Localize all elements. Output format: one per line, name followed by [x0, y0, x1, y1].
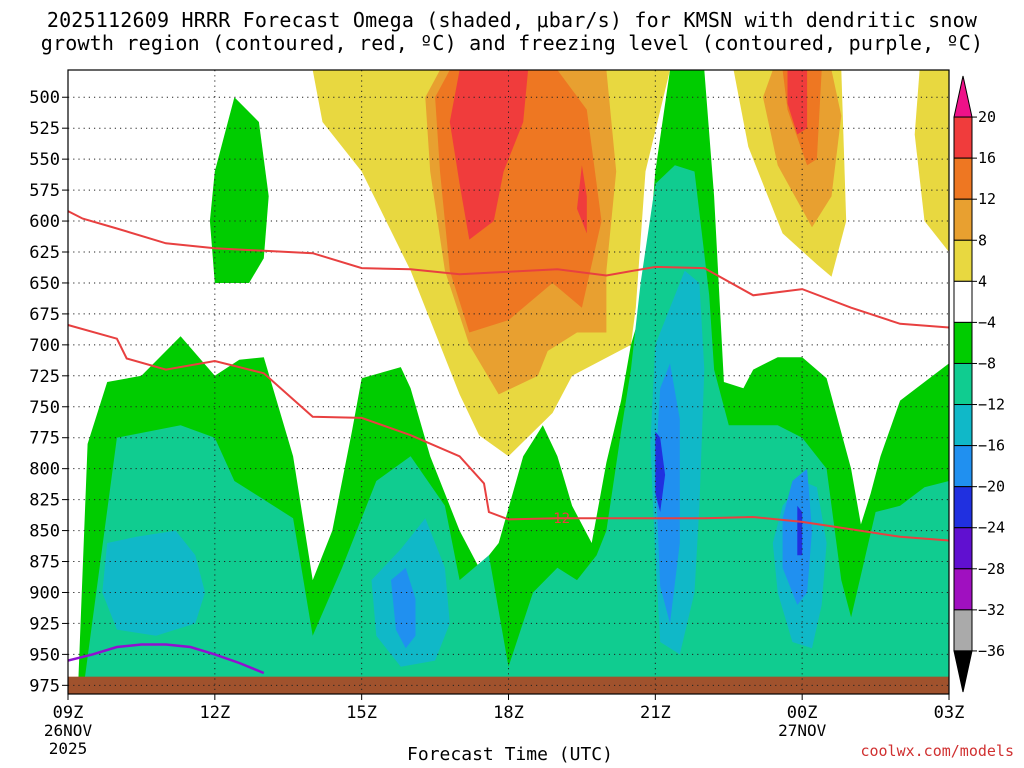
- navy-right-column: [655, 431, 666, 512]
- colorbar-swatch: [953, 609, 973, 652]
- colorbar-swatch: [953, 445, 973, 488]
- red-right-spot: [577, 165, 587, 234]
- blue-right-column: [655, 363, 680, 624]
- y-tick-label: 600: [29, 212, 60, 232]
- x-tick-label: 00Z: [787, 703, 818, 723]
- y-tick-label: 675: [29, 305, 60, 325]
- y-tick-label: 950: [29, 645, 60, 665]
- freezing-level-contour: [67, 643, 265, 675]
- dendritic-contour-1: [67, 210, 950, 329]
- colorbar-swatch: [953, 198, 973, 241]
- y-tick-label: 750: [29, 398, 60, 418]
- y-tick-label: 925: [29, 614, 60, 634]
- colorbar-label: −24: [978, 519, 1005, 537]
- y-tick-label: 525: [29, 119, 60, 139]
- colorbar-swatch: [953, 404, 973, 447]
- y-axis: 500 525 550 575 600 625 650 675 700 725 750 775 800 8…: [29, 88, 68, 696]
- x-tick-label: 21Z: [640, 703, 671, 723]
- dendritic-contour-2: [67, 324, 950, 542]
- x-tick-label: 09Z: [53, 703, 84, 723]
- colorbar-label: 12: [978, 190, 996, 208]
- omega-shading: [77, 70, 950, 695]
- colorbar-swatch: [953, 362, 973, 406]
- y-tick-label: 700: [29, 336, 60, 356]
- green-upper-left: [209, 97, 269, 283]
- y-tick-label: 550: [29, 150, 60, 170]
- colorbar-label: 20: [978, 108, 996, 126]
- y-tick-label: 900: [29, 583, 60, 603]
- colorbar-label: −28: [978, 560, 1005, 578]
- teal-lower-main: [82, 165, 949, 695]
- x-tick-date: 27NOV: [778, 721, 827, 740]
- colorbar-bottom-triangle: [953, 650, 973, 693]
- x-tick-date: 26NOV: [44, 721, 93, 740]
- colorbar: 20 16 12 8 4 −4 −8 −12 −16 −20 −24 −28 −32 −36: [953, 75, 1005, 693]
- yellow-right-edge: [914, 70, 949, 252]
- y-tick-label: 725: [29, 367, 60, 387]
- y-tick-label: 875: [29, 553, 60, 573]
- colorbar-swatch: [953, 486, 973, 529]
- x-tick-label: 12Z: [199, 703, 230, 723]
- x-axis-label: Forecast Time (UTC): [407, 744, 613, 765]
- y-tick-label: 975: [29, 676, 60, 696]
- colorbar-swatch: [953, 239, 973, 282]
- chart-title-line2: growth region (contoured, red, ºC) and f…: [40, 31, 984, 55]
- colorbar-swatch: [953, 568, 973, 611]
- colorbar-swatch: [953, 116, 973, 159]
- y-tick-label: 575: [29, 181, 60, 201]
- x-tick-year: 2025: [49, 739, 88, 758]
- colorbar-label: 16: [978, 149, 996, 167]
- credit-text[interactable]: coolwx.com/models: [860, 742, 1014, 760]
- y-tick-label: 825: [29, 491, 60, 511]
- colorbar-label: −20: [978, 478, 1005, 496]
- colorbar-label: −36: [978, 642, 1005, 660]
- cyan-lower-left: [102, 530, 205, 636]
- colorbar-label: 4: [978, 272, 987, 290]
- x-tick-label: 15Z: [346, 703, 377, 723]
- colorbar-swatch: [953, 157, 973, 200]
- y-tick-label: 625: [29, 243, 60, 263]
- colorbar-label: −4: [978, 313, 996, 331]
- colorbar-label: −8: [978, 354, 996, 372]
- y-tick-label: 775: [29, 429, 60, 449]
- y-tick-label: 650: [29, 274, 60, 294]
- colorbar-label: 8: [978, 231, 987, 249]
- navy-lower-right: [797, 505, 803, 556]
- contour-label: -12: [545, 511, 570, 527]
- y-tick-label: 800: [29, 460, 60, 480]
- colorbar-swatch: [953, 321, 973, 364]
- y-tick-label: 850: [29, 522, 60, 542]
- x-tick-label: 18Z: [493, 703, 524, 723]
- colorbar-swatch: [953, 527, 973, 570]
- chart-title-line1: 2025112609 HRRR Forecast Omega (shaded, …: [46, 8, 978, 32]
- x-tick-label: 03Z: [934, 703, 965, 723]
- colorbar-label: −32: [978, 601, 1005, 619]
- blue-lower-center: [391, 567, 416, 649]
- colorbar-top-triangle: [953, 75, 973, 118]
- y-tick-label: 500: [29, 88, 60, 108]
- terrain-layer: [68, 676, 949, 694]
- terrain-strip: [68, 676, 949, 694]
- contour-lines: -12: [67, 210, 950, 675]
- colorbar-swatch: [953, 280, 973, 323]
- colorbar-label: −12: [978, 396, 1005, 414]
- colorbar-label: −16: [978, 437, 1005, 455]
